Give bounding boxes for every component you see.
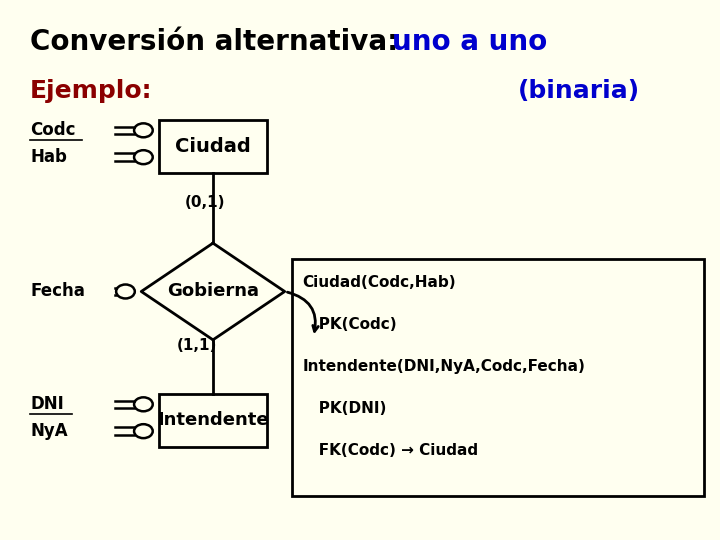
Text: PK(Codc): PK(Codc) <box>302 318 396 332</box>
Text: (0,1): (0,1) <box>184 195 225 211</box>
Text: DNI: DNI <box>30 395 64 413</box>
Text: Gobierna: Gobierna <box>167 282 259 300</box>
Bar <box>159 119 267 173</box>
Text: Conversión alternativa:: Conversión alternativa: <box>30 28 418 56</box>
Text: Ciudad(Codc,Hab): Ciudad(Codc,Hab) <box>302 275 456 291</box>
Text: Codc: Codc <box>30 122 76 139</box>
Text: uno a uno: uno a uno <box>392 28 547 56</box>
Text: FK(Codc) → Ciudad: FK(Codc) → Ciudad <box>302 443 478 458</box>
Text: Hab: Hab <box>30 148 67 166</box>
Text: Intendente(DNI,NyA,Codc,Fecha): Intendente(DNI,NyA,Codc,Fecha) <box>302 359 585 374</box>
Bar <box>292 259 704 496</box>
Text: Intendente: Intendente <box>157 411 269 429</box>
Text: Ejemplo:: Ejemplo: <box>30 79 153 103</box>
Text: Ciudad: Ciudad <box>175 137 251 156</box>
Text: (binaria): (binaria) <box>518 79 640 103</box>
Text: Fecha: Fecha <box>30 282 85 300</box>
Text: (1,1): (1,1) <box>177 338 217 353</box>
Text: PK(DNI): PK(DNI) <box>302 401 386 416</box>
Text: NyA: NyA <box>30 422 68 440</box>
Bar <box>159 394 267 447</box>
